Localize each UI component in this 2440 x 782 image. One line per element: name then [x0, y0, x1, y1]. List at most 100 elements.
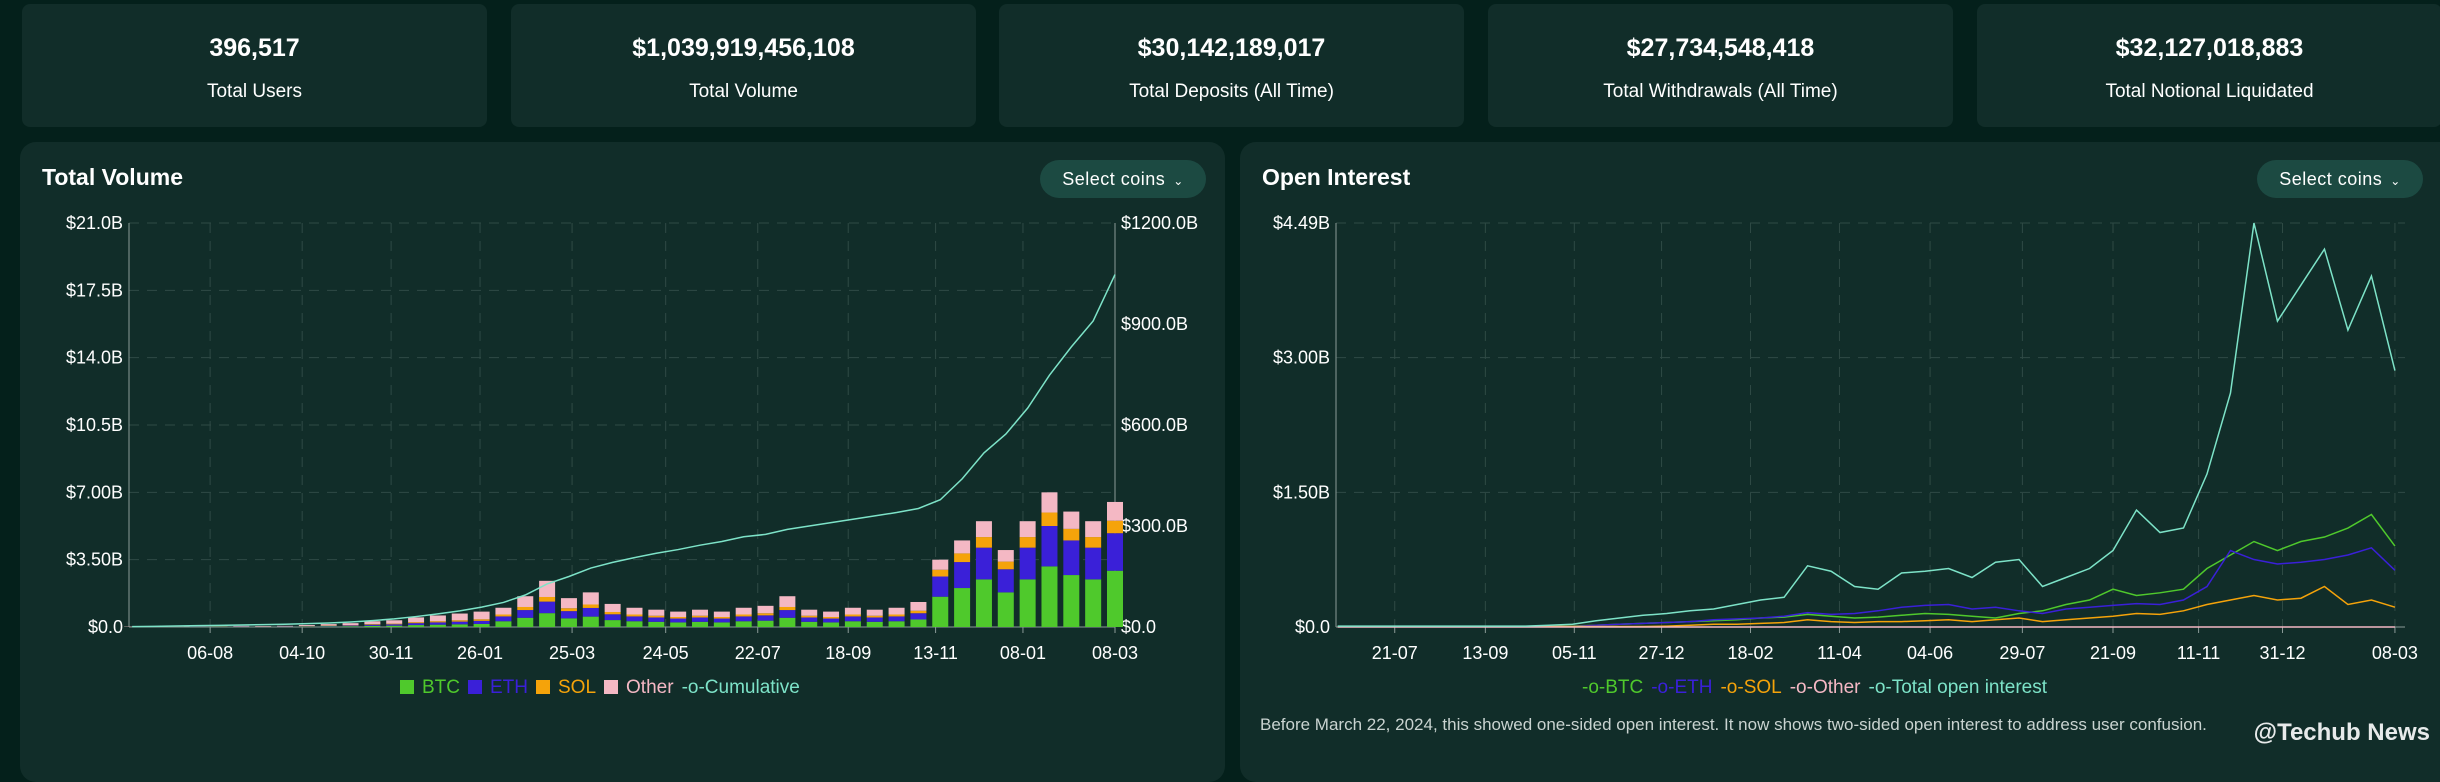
bar-other	[648, 610, 664, 616]
bar-btc	[998, 592, 1014, 627]
bar-other	[1085, 521, 1101, 537]
y-tick-label: $14.0B	[66, 348, 123, 368]
bar-other	[1020, 521, 1036, 537]
bar-other	[321, 624, 337, 625]
bar-eth	[1085, 548, 1101, 580]
bar-sol	[1041, 513, 1057, 526]
bar-sol	[670, 617, 686, 619]
bar-eth	[954, 562, 970, 588]
bar-sol	[386, 624, 402, 625]
y-tick-label: $17.5B	[66, 280, 123, 300]
bar-sol	[736, 614, 752, 616]
bar-eth	[321, 626, 337, 627]
bar-eth	[736, 616, 752, 621]
square-swatch-icon	[400, 680, 414, 694]
bar-other	[430, 615, 446, 621]
bar-sol	[430, 621, 446, 622]
legend-item-cumulative[interactable]: -o-Cumulative	[682, 677, 800, 698]
bar-sol	[1020, 537, 1036, 548]
bar-eth	[670, 619, 686, 623]
bar-sol	[910, 611, 926, 614]
bar-eth	[1020, 548, 1036, 580]
bar-btc	[386, 626, 402, 627]
bar-eth	[452, 622, 468, 625]
bar-btc	[583, 617, 599, 627]
legend-item-sol[interactable]: SOL	[536, 677, 596, 698]
bar-other	[867, 610, 883, 616]
y-tick-label: $21.0B	[66, 213, 123, 233]
bar-other	[1107, 502, 1123, 521]
legend-item-btc[interactable]: BTC	[400, 677, 460, 698]
bar-other	[954, 540, 970, 553]
stat-value: $1,039,919,456,108	[511, 34, 976, 63]
x-tick-label: 26-01	[457, 643, 503, 663]
bar-other	[495, 608, 511, 615]
legend-item-btc[interactable]: -o-BTC	[1582, 677, 1643, 698]
bar-other	[233, 626, 249, 627]
bar-eth	[1107, 533, 1123, 571]
legend-item-other[interactable]: -o-Other	[1790, 677, 1861, 698]
legend-item-eth[interactable]: ETH	[468, 677, 528, 698]
x-tick-label: 30-11	[369, 643, 414, 663]
legend-item-sol[interactable]: -o-SOL	[1720, 677, 1781, 698]
bar-btc	[932, 597, 948, 627]
x-tick-label: 27-12	[1639, 643, 1685, 663]
bar-sol	[474, 619, 490, 621]
bar-btc	[1041, 566, 1057, 627]
x-tick-label: 11-11	[2177, 643, 2220, 663]
bar-sol	[845, 614, 861, 616]
x-tick-label: 21-07	[1372, 643, 1418, 663]
bar-other	[277, 626, 293, 627]
bar-btc	[954, 588, 970, 627]
bar-btc	[736, 621, 752, 627]
x-tick-label: 08-01	[1000, 643, 1046, 663]
bar-sol	[692, 616, 708, 618]
bar-other	[801, 610, 817, 616]
bar-btc	[474, 624, 490, 627]
open-interest-panel: Open Interest Select coins⌄ $0.0$1.50B$3…	[1240, 142, 2440, 782]
bar-eth	[343, 625, 359, 626]
line-marker-icon: -o-	[1869, 677, 1892, 698]
bar-eth	[779, 610, 795, 618]
stat-label: Total Withdrawals (All Time)	[1488, 81, 1953, 103]
bar-sol	[801, 616, 817, 618]
legend-label: SOL	[558, 677, 596, 698]
bar-eth	[867, 617, 883, 621]
bar-eth	[1041, 526, 1057, 566]
line-sol	[1338, 587, 2395, 627]
legend-label: Other	[1813, 677, 1861, 698]
x-tick-label: 13-09	[1462, 643, 1508, 663]
stat-label: Total Users	[22, 81, 487, 103]
bar-sol	[779, 607, 795, 610]
x-tick-label: 25-03	[549, 643, 595, 663]
bar-sol	[867, 616, 883, 618]
line-total-open-interest	[1338, 223, 2395, 626]
bar-eth	[386, 624, 402, 625]
bar-eth	[910, 613, 926, 619]
bar-other	[299, 625, 315, 626]
y-tick-label: $4.49B	[1273, 213, 1330, 233]
x-tick-label: 24-05	[643, 643, 689, 663]
bar-btc	[648, 622, 664, 627]
bar-other	[583, 592, 599, 604]
line-marker-icon: -o-	[1720, 677, 1743, 698]
legend-item-total-open-interest[interactable]: -o-Total open interest	[1869, 677, 2048, 698]
bar-eth	[583, 608, 599, 617]
bar-sol	[889, 614, 905, 616]
x-tick-label: 08-03	[2372, 643, 2418, 663]
bar-eth	[692, 617, 708, 621]
bar-eth	[714, 619, 730, 623]
bar-btc	[867, 622, 883, 627]
bar-btc	[321, 626, 337, 627]
bar-sol	[932, 570, 948, 577]
legend-item-other[interactable]: Other	[604, 677, 674, 698]
footnote: Before March 22, 2024, this showed one-s…	[1260, 715, 2207, 735]
bar-eth	[976, 548, 992, 580]
legend-item-eth[interactable]: -o-ETH	[1651, 677, 1712, 698]
stat-value: 396,517	[22, 34, 487, 63]
bar-sol	[976, 537, 992, 548]
bar-eth	[561, 611, 577, 618]
